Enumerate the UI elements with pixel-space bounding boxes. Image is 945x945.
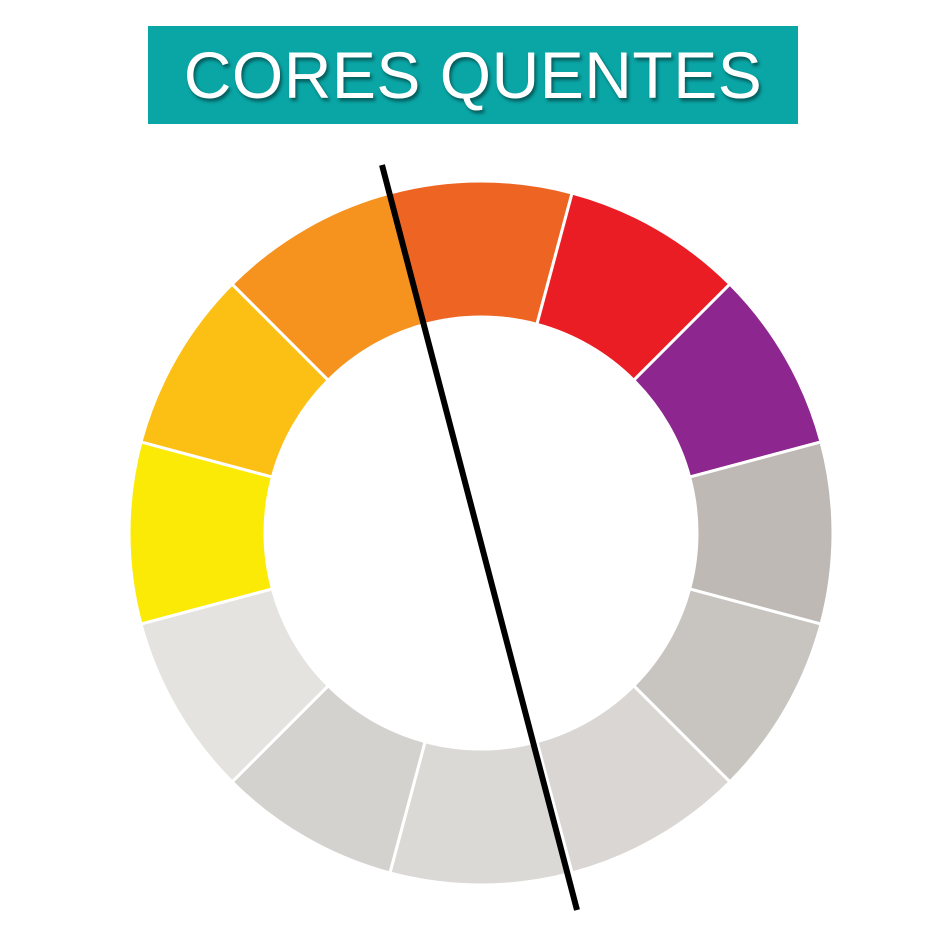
wheel-segments bbox=[127, 179, 835, 887]
wheel-segment-gray-11 bbox=[139, 587, 331, 785]
title-text: CORES QUENTES bbox=[183, 38, 763, 112]
title-banner: CORES QUENTES bbox=[148, 26, 798, 124]
divider-line bbox=[379, 164, 580, 911]
